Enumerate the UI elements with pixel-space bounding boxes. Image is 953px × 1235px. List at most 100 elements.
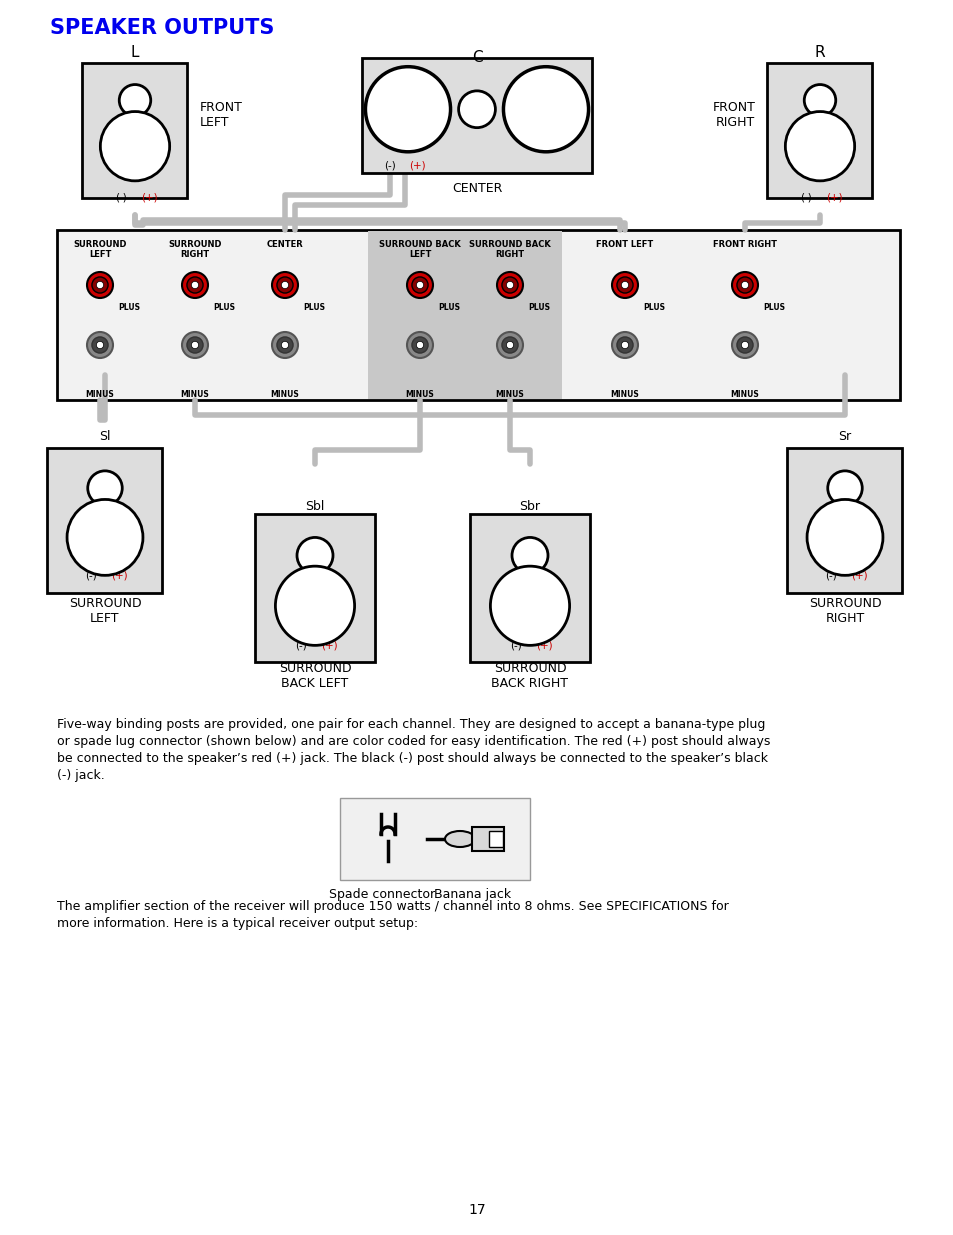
Ellipse shape bbox=[444, 831, 475, 847]
Text: C: C bbox=[471, 49, 482, 65]
Text: Spade connector: Spade connector bbox=[329, 888, 435, 902]
Circle shape bbox=[617, 337, 633, 353]
Circle shape bbox=[192, 341, 198, 348]
Circle shape bbox=[275, 566, 355, 646]
Circle shape bbox=[192, 282, 198, 289]
FancyBboxPatch shape bbox=[57, 230, 899, 400]
FancyBboxPatch shape bbox=[368, 231, 561, 399]
Text: PLUS: PLUS bbox=[762, 304, 784, 312]
Circle shape bbox=[407, 332, 433, 358]
Text: FRONT
RIGHT: FRONT RIGHT bbox=[712, 101, 755, 128]
Circle shape bbox=[87, 272, 112, 298]
FancyBboxPatch shape bbox=[361, 58, 592, 173]
FancyBboxPatch shape bbox=[786, 447, 902, 593]
Circle shape bbox=[412, 277, 428, 293]
Circle shape bbox=[458, 91, 495, 127]
Text: PLUS: PLUS bbox=[642, 304, 664, 312]
Text: SURROUND BACK
LEFT: SURROUND BACK LEFT bbox=[378, 240, 460, 259]
Text: FRONT RIGHT: FRONT RIGHT bbox=[712, 240, 776, 249]
Text: CENTER: CENTER bbox=[452, 182, 501, 195]
Circle shape bbox=[276, 337, 293, 353]
Text: L: L bbox=[131, 44, 139, 61]
Text: SURROUND
BACK RIGHT: SURROUND BACK RIGHT bbox=[491, 662, 568, 690]
Circle shape bbox=[506, 341, 513, 348]
Text: MINUS: MINUS bbox=[271, 390, 299, 399]
Text: SURROUND
BACK LEFT: SURROUND BACK LEFT bbox=[278, 662, 351, 690]
Text: SURROUND
LEFT: SURROUND LEFT bbox=[73, 240, 127, 259]
Text: (+): (+) bbox=[850, 571, 866, 580]
FancyBboxPatch shape bbox=[48, 447, 162, 593]
Text: PLUS: PLUS bbox=[527, 304, 550, 312]
Circle shape bbox=[87, 332, 112, 358]
Circle shape bbox=[512, 537, 547, 573]
Text: MINUS: MINUS bbox=[610, 390, 639, 399]
Circle shape bbox=[736, 337, 752, 353]
Circle shape bbox=[182, 332, 208, 358]
Text: (-): (-) bbox=[85, 571, 97, 580]
Circle shape bbox=[281, 341, 289, 348]
Circle shape bbox=[501, 337, 517, 353]
Text: MINUS: MINUS bbox=[405, 390, 434, 399]
Circle shape bbox=[617, 277, 633, 293]
Circle shape bbox=[272, 332, 297, 358]
Text: Five-way binding posts are provided, one pair for each channel. They are designe: Five-way binding posts are provided, one… bbox=[57, 718, 770, 782]
FancyBboxPatch shape bbox=[767, 63, 872, 198]
Text: FRONT
LEFT: FRONT LEFT bbox=[199, 101, 242, 128]
FancyBboxPatch shape bbox=[82, 63, 188, 198]
Circle shape bbox=[784, 111, 854, 180]
Circle shape bbox=[731, 272, 758, 298]
Circle shape bbox=[731, 332, 758, 358]
Circle shape bbox=[806, 499, 882, 576]
Text: SURROUND
LEFT: SURROUND LEFT bbox=[69, 597, 141, 625]
Circle shape bbox=[501, 277, 517, 293]
Text: Sl: Sl bbox=[99, 430, 111, 443]
Circle shape bbox=[91, 277, 108, 293]
Circle shape bbox=[187, 277, 203, 293]
Circle shape bbox=[182, 272, 208, 298]
Circle shape bbox=[276, 277, 293, 293]
Text: Sr: Sr bbox=[838, 430, 851, 443]
FancyBboxPatch shape bbox=[470, 514, 589, 662]
Text: FRONT LEFT: FRONT LEFT bbox=[596, 240, 653, 249]
Text: (-): (-) bbox=[824, 571, 836, 580]
Circle shape bbox=[497, 332, 522, 358]
Text: CENTER: CENTER bbox=[266, 240, 303, 249]
Circle shape bbox=[827, 471, 862, 505]
Text: PLUS: PLUS bbox=[118, 304, 140, 312]
Circle shape bbox=[407, 272, 433, 298]
FancyBboxPatch shape bbox=[339, 798, 530, 881]
Text: (+): (+) bbox=[825, 193, 841, 203]
FancyBboxPatch shape bbox=[489, 831, 502, 847]
Circle shape bbox=[612, 272, 638, 298]
Text: MINUS: MINUS bbox=[730, 390, 759, 399]
Text: (+): (+) bbox=[320, 640, 337, 650]
Circle shape bbox=[119, 84, 151, 116]
Text: SPEAKER OUTPUTS: SPEAKER OUTPUTS bbox=[50, 19, 274, 38]
Circle shape bbox=[187, 337, 203, 353]
Circle shape bbox=[803, 84, 835, 116]
Circle shape bbox=[620, 282, 628, 289]
FancyBboxPatch shape bbox=[472, 827, 503, 851]
Circle shape bbox=[740, 282, 748, 289]
Circle shape bbox=[272, 272, 297, 298]
Circle shape bbox=[736, 277, 752, 293]
Circle shape bbox=[281, 282, 289, 289]
Circle shape bbox=[503, 67, 588, 152]
Circle shape bbox=[96, 341, 104, 348]
Circle shape bbox=[296, 537, 333, 573]
Circle shape bbox=[96, 282, 104, 289]
Text: Banana jack: Banana jack bbox=[434, 888, 511, 902]
Circle shape bbox=[506, 282, 513, 289]
Circle shape bbox=[91, 337, 108, 353]
Text: (+): (+) bbox=[409, 161, 425, 170]
Text: PLUS: PLUS bbox=[437, 304, 459, 312]
Text: (-): (-) bbox=[294, 640, 307, 650]
Circle shape bbox=[416, 282, 423, 289]
Text: (-): (-) bbox=[800, 193, 811, 203]
Text: SURROUND BACK
RIGHT: SURROUND BACK RIGHT bbox=[469, 240, 550, 259]
Text: MINUS: MINUS bbox=[180, 390, 209, 399]
Text: MINUS: MINUS bbox=[496, 390, 524, 399]
Circle shape bbox=[490, 566, 569, 646]
Text: (+): (+) bbox=[111, 571, 127, 580]
Circle shape bbox=[67, 499, 143, 576]
